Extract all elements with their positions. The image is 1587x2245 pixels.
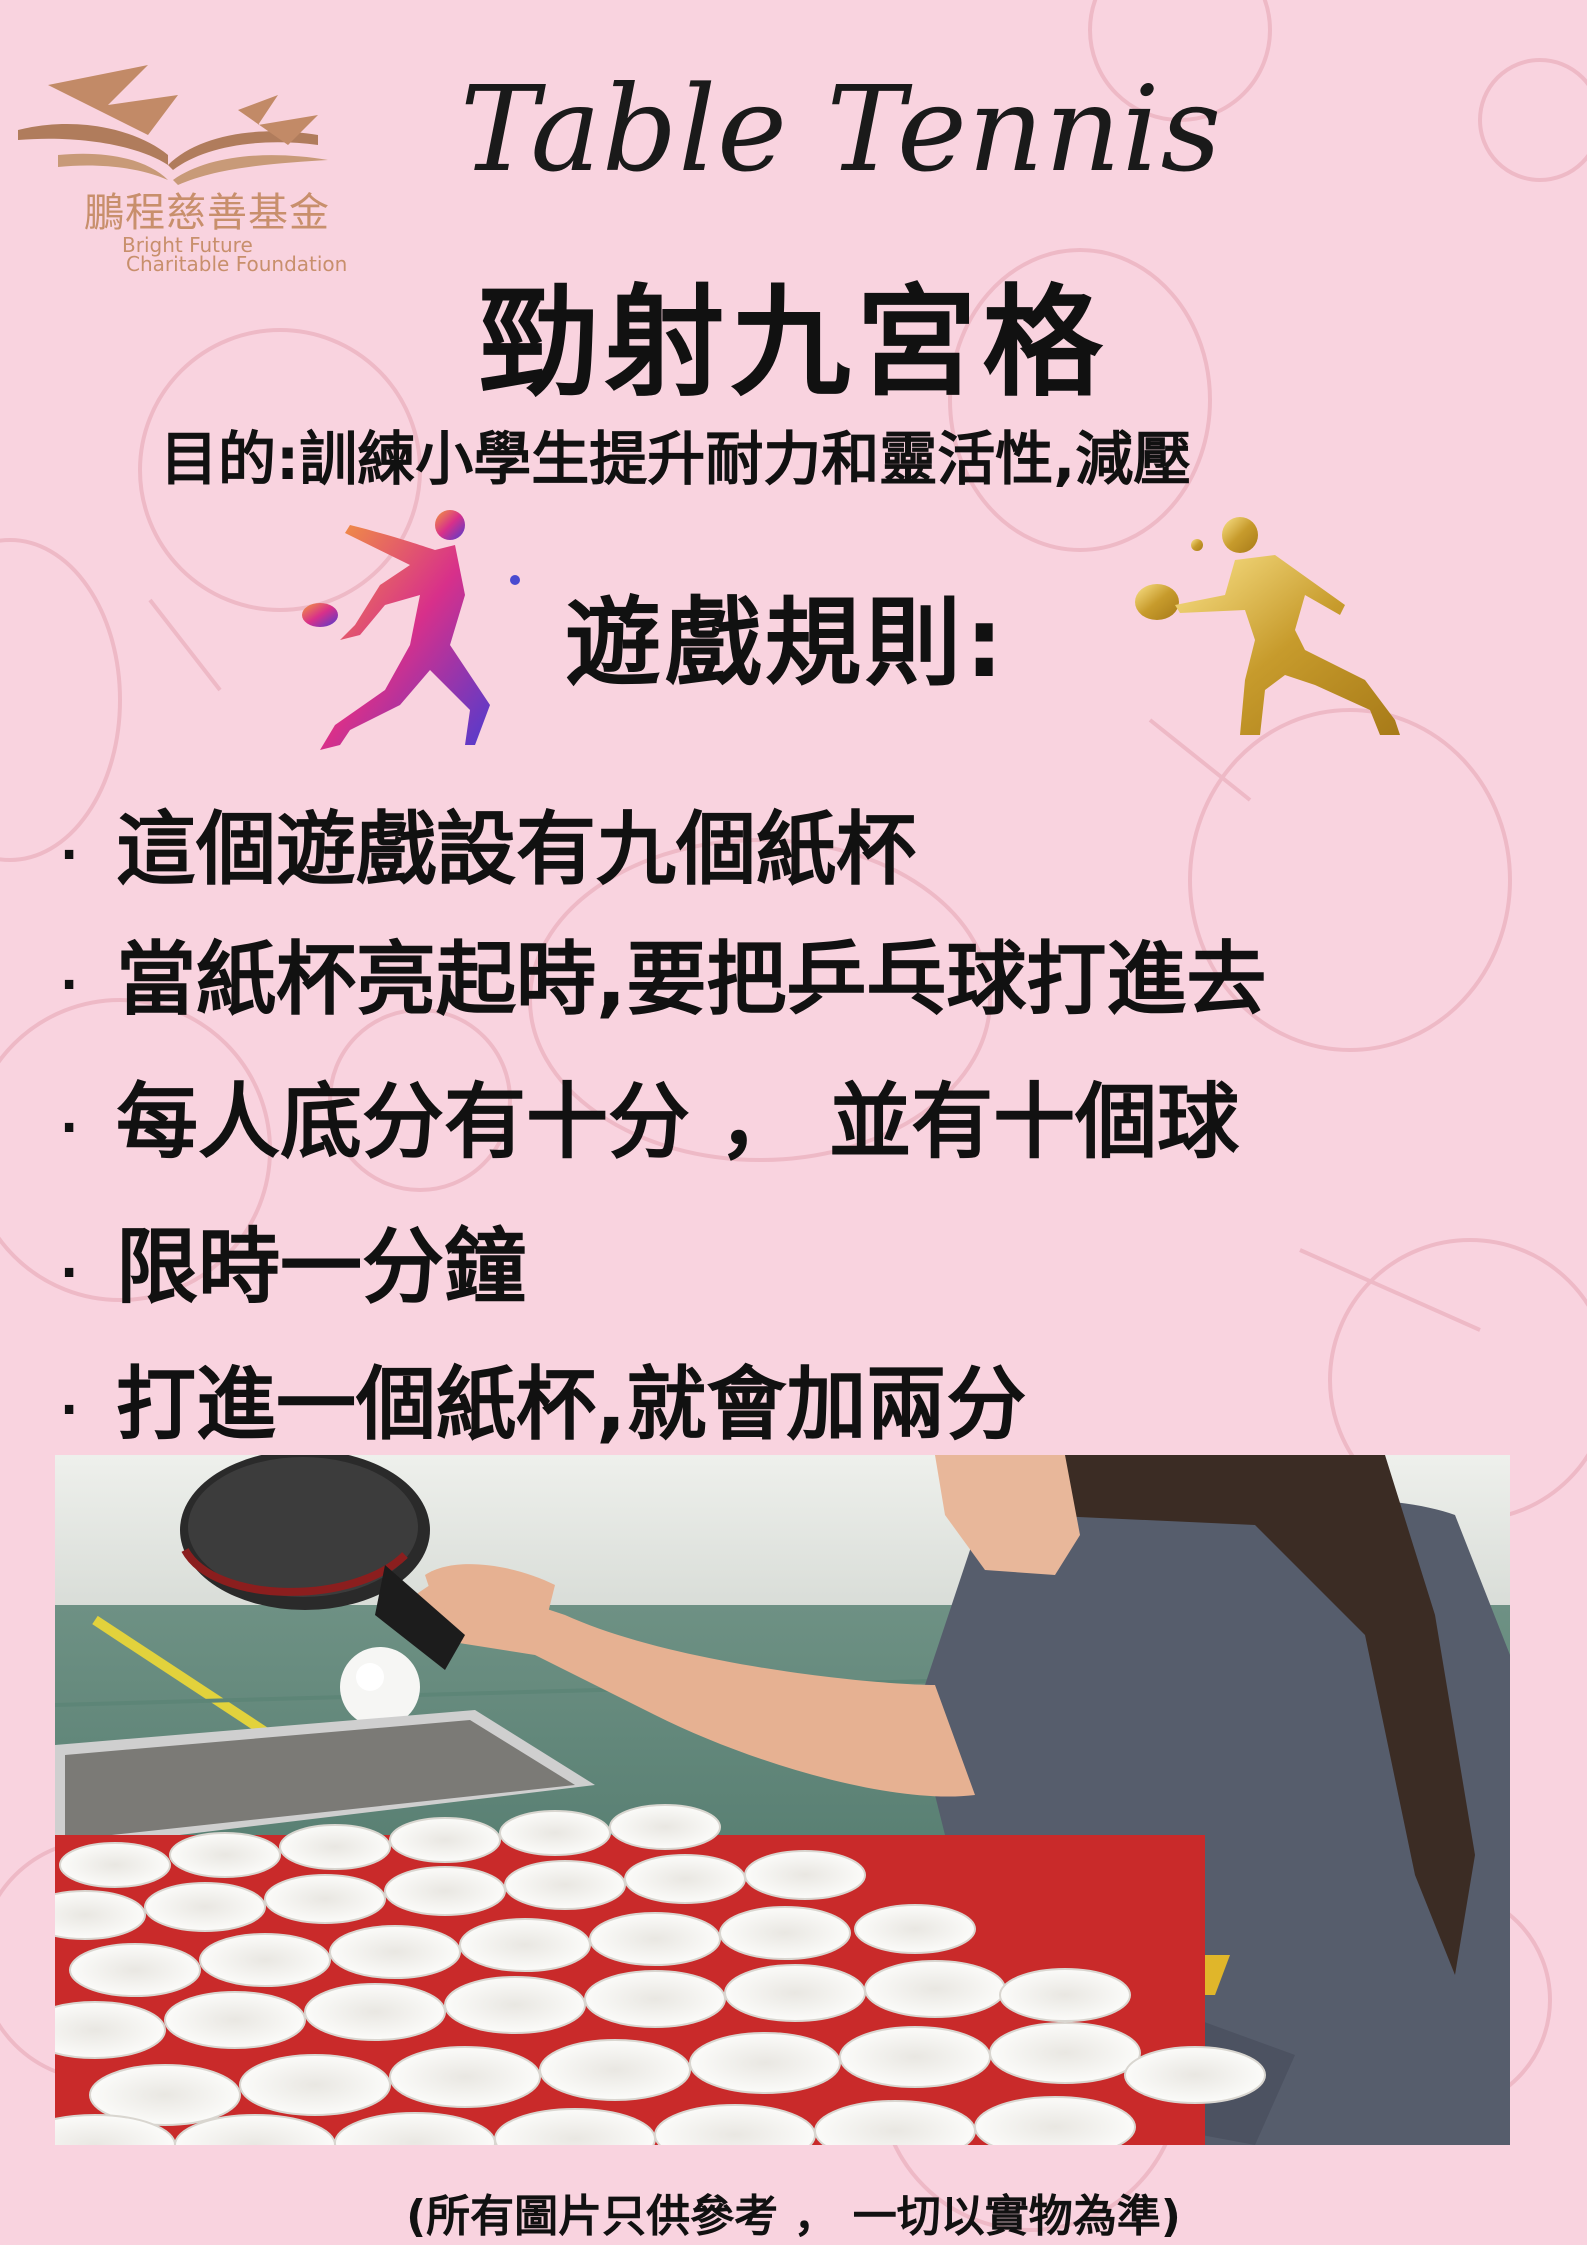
logo-chinese-name: 鵬程慈善基金 [84, 190, 330, 236]
game-photo [55, 1455, 1510, 2145]
table-tennis-player-left-icon [302, 510, 520, 750]
logo-english-name-line2: Charitable Foundation [126, 252, 348, 276]
rule-item: · 限時一分鐘 [60, 1200, 526, 1319]
bullet: · [60, 1099, 79, 1156]
rule-item: · 這個遊戲設有九個紙杯 [60, 785, 916, 901]
rule-item: · 當紙杯亮起時,要把乒乓球打進去 [60, 915, 1266, 1031]
bullet: · [60, 827, 79, 884]
rule-item: · 打進一個紙杯,就會加兩分 [60, 1340, 1026, 1456]
bullet: · [60, 1244, 79, 1301]
rule-text: 這個遊戲設有九個紙杯 [116, 803, 916, 896]
rule-item: · 每人底分有十分 ， 並有十個球 [60, 1055, 1239, 1174]
table-tennis-player-right-icon [1135, 517, 1400, 735]
footnote: (所有圖片只供參考 ， 一切以實物為準) [406, 2191, 1181, 2242]
rule-text: 限時一分鐘 [116, 1220, 527, 1315]
foundation-logo [18, 65, 328, 185]
bullet: · [60, 1382, 79, 1439]
logo-english-name-line1: Bright Future [122, 233, 253, 257]
script-title: Table Tennis [460, 60, 1223, 198]
purpose-text: 目的:訓練小學生提升耐力和靈活性,減壓 [160, 425, 1192, 493]
page-title: 勁射九宮格 [478, 274, 1109, 413]
rule-text: 打進一個紙杯,就會加兩分 [116, 1358, 1027, 1451]
rule-text: 每人底分有十分 ， 並有十個球 [116, 1075, 1240, 1170]
rules-heading: 遊戲規則: [565, 587, 1008, 699]
bullet: · [60, 957, 79, 1014]
rule-text: 當紙杯亮起時,要把乒乓球打進去 [116, 933, 1267, 1026]
